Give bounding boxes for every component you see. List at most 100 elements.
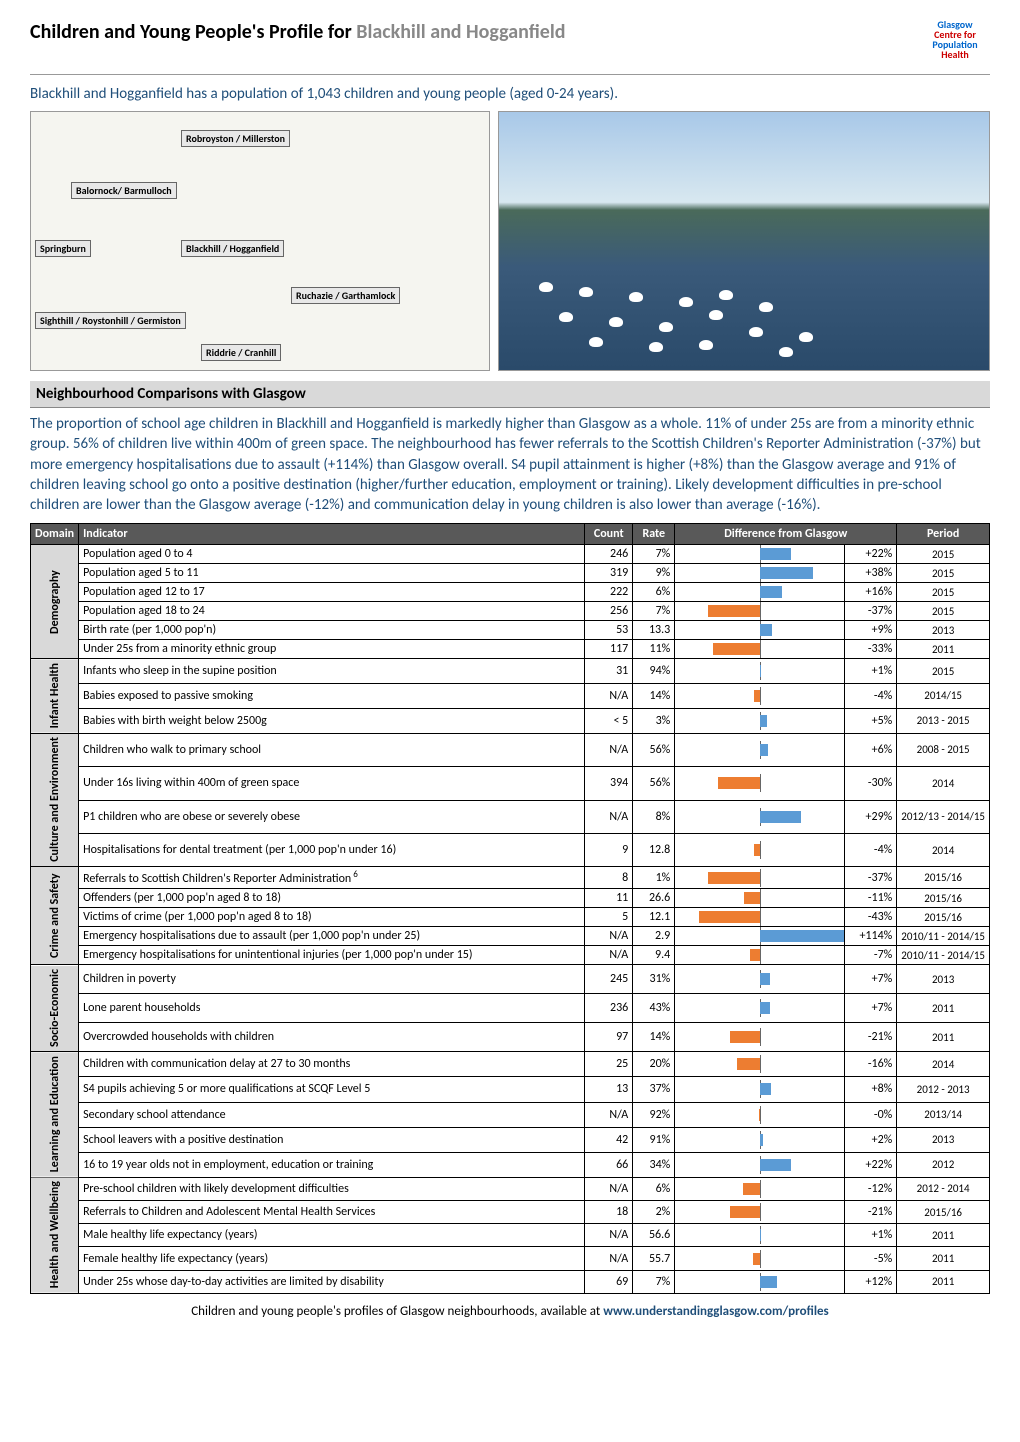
table-row: Crime and SafetyReferrals to Scottish Ch…: [31, 867, 990, 889]
diff-bar: [760, 567, 814, 579]
period-cell: 2013/14: [897, 1102, 990, 1127]
table-row: Population aged 18 to 242567%-37%2015: [31, 602, 990, 621]
indicator-cell: Population aged 0 to 4: [79, 545, 585, 564]
diff-bar-cell: [675, 545, 845, 564]
neighbourhood-photo: [498, 111, 990, 371]
swan-decoration: [779, 347, 793, 357]
indicators-table: Domain Indicator Count Rate Difference f…: [30, 523, 990, 1294]
diff-value-cell: +6%: [845, 733, 897, 766]
count-cell: 236: [585, 994, 633, 1023]
count-cell: 18: [585, 1200, 633, 1223]
diff-value-cell: -21%: [845, 1200, 897, 1223]
diff-bar: [760, 1134, 763, 1146]
count-cell: 9: [585, 833, 633, 866]
diff-bar-cell: [675, 889, 845, 908]
diff-value-cell: +1%: [845, 1224, 897, 1247]
period-cell: 2011: [897, 640, 990, 659]
map-label: Riddrie / Cranhill: [201, 344, 281, 361]
swan-decoration: [559, 312, 573, 322]
swan-decoration: [609, 317, 623, 327]
diff-bar-cell: [675, 1152, 845, 1177]
domain-label: Infant Health: [31, 659, 79, 733]
diff-bar-cell: [675, 684, 845, 709]
diff-bar: [760, 744, 768, 756]
rate-cell: 11%: [633, 640, 675, 659]
count-cell: 245: [585, 965, 633, 994]
indicator-cell: Children with communication delay at 27 …: [79, 1052, 585, 1077]
domain-label: Learning and Education: [31, 1052, 79, 1177]
indicator-cell: Offenders (per 1,000 pop'n aged 8 to 18): [79, 889, 585, 908]
table-row: Lone parent households23643%+7%2011: [31, 994, 990, 1023]
map-label: Springburn: [35, 240, 91, 257]
diff-value-cell: +12%: [845, 1270, 897, 1293]
section-header: Neighbourhood Comparisons with Glasgow: [30, 381, 990, 408]
diff-value-cell: +38%: [845, 564, 897, 583]
map-label: Blackhill / Hogganfield: [181, 240, 284, 257]
swan-decoration: [579, 287, 593, 297]
table-row: Culture and EnvironmentChildren who walk…: [31, 733, 990, 766]
diff-bar: [760, 1083, 771, 1095]
swan-decoration: [749, 327, 763, 337]
indicator-cell: Overcrowded households with children: [79, 1023, 585, 1052]
domain-label: Demography: [31, 545, 79, 659]
footer-link[interactable]: www.understandingglasgow.com/profiles: [603, 1304, 829, 1319]
period-cell: 2014/15: [897, 684, 990, 709]
diff-bar-cell: [675, 800, 845, 833]
diff-bar: [760, 715, 767, 727]
table-row: Emergency hospitalisations due to assaul…: [31, 927, 990, 946]
diff-value-cell: +22%: [845, 1152, 897, 1177]
diff-bar-cell: [675, 1023, 845, 1052]
table-row: Babies exposed to passive smokingN/A14%-…: [31, 684, 990, 709]
indicator-cell: Under 16s living within 400m of green sp…: [79, 767, 585, 800]
diff-value-cell: -12%: [845, 1177, 897, 1200]
diff-bar-cell: [675, 602, 845, 621]
table-row: Health and WellbeingPre-school children …: [31, 1177, 990, 1200]
diff-bar-cell: [675, 767, 845, 800]
count-cell: 25: [585, 1052, 633, 1077]
diff-value-cell: -11%: [845, 889, 897, 908]
diff-bar: [760, 930, 845, 942]
count-cell: 222: [585, 583, 633, 602]
diff-value-cell: +22%: [845, 545, 897, 564]
rate-cell: 37%: [633, 1077, 675, 1102]
page-footer: Children and young people's profiles of …: [30, 1304, 990, 1319]
diff-bar: [760, 811, 801, 823]
rate-cell: 31%: [633, 965, 675, 994]
rate-cell: 9.4: [633, 946, 675, 965]
swan-decoration: [539, 282, 553, 292]
rate-cell: 94%: [633, 659, 675, 684]
col-period: Period: [897, 524, 990, 545]
diff-bar-cell: [675, 733, 845, 766]
diff-bar-cell: [675, 1200, 845, 1223]
period-cell: 2015: [897, 564, 990, 583]
domain-label: Culture and Environment: [31, 733, 79, 867]
diff-bar: [760, 624, 773, 636]
swan-decoration: [659, 322, 673, 332]
diff-bar: [760, 973, 770, 985]
rate-cell: 13.3: [633, 621, 675, 640]
count-cell: N/A: [585, 800, 633, 833]
domain-label: Socio-Economic: [31, 965, 79, 1052]
swan-decoration: [759, 302, 773, 312]
count-cell: 319: [585, 564, 633, 583]
count-cell: 256: [585, 602, 633, 621]
indicator-cell: Emergency hospitalisations for unintenti…: [79, 946, 585, 965]
diff-value-cell: +114%: [845, 927, 897, 946]
diff-bar: [750, 949, 760, 961]
rate-cell: 14%: [633, 684, 675, 709]
table-row: Referrals to Children and Adolescent Men…: [31, 1200, 990, 1223]
swan-decoration: [589, 337, 603, 347]
period-cell: 2014: [897, 767, 990, 800]
col-indicator: Indicator: [79, 524, 585, 545]
diff-bar: [744, 892, 759, 904]
diff-bar-cell: [675, 867, 845, 889]
diff-bar: [743, 1183, 760, 1195]
count-cell: N/A: [585, 1177, 633, 1200]
indicator-cell: P1 children who are obese or severely ob…: [79, 800, 585, 833]
rate-cell: 56%: [633, 767, 675, 800]
period-cell: 2013 - 2015: [897, 708, 990, 733]
diff-bar: [708, 872, 760, 884]
diff-bar-cell: [675, 908, 845, 927]
page-header: Children and Young People's Profile for …: [30, 20, 990, 75]
indicator-cell: Babies with birth weight below 2500g: [79, 708, 585, 733]
